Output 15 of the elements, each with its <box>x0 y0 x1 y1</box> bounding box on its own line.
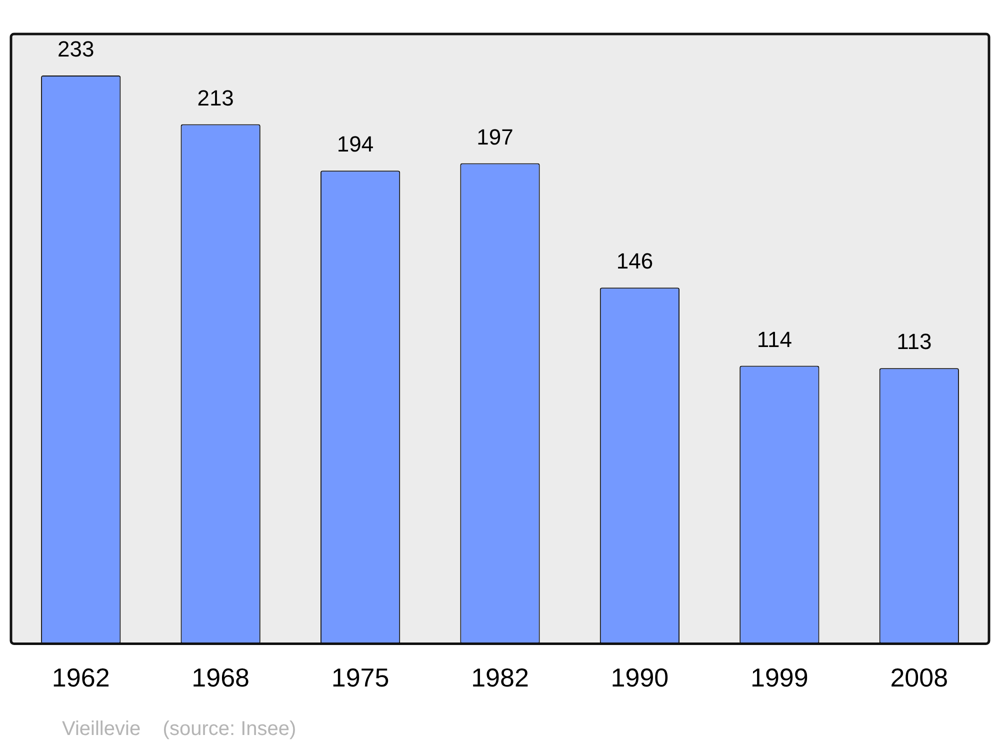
data-label: 194 <box>336 132 374 157</box>
x-tick-label: 1962 <box>52 662 110 693</box>
data-label: 233 <box>58 36 94 62</box>
x-tick-label: 1982 <box>471 662 529 693</box>
data-label: 197 <box>476 124 514 150</box>
data-label: 213 <box>197 85 234 110</box>
data-label: 114 <box>756 326 792 352</box>
data-label: 146 <box>616 248 654 274</box>
data-label: 113 <box>896 329 932 354</box>
x-tick-label: 1975 <box>331 662 390 693</box>
x-tick-label: 2008 <box>890 662 948 693</box>
x-tick-label: 1968 <box>192 662 250 693</box>
x-tick-label: 1999 <box>750 662 808 693</box>
text: Vieillevie (source: Insee) <box>62 718 296 741</box>
x-tick-label: 1990 <box>610 662 669 693</box>
